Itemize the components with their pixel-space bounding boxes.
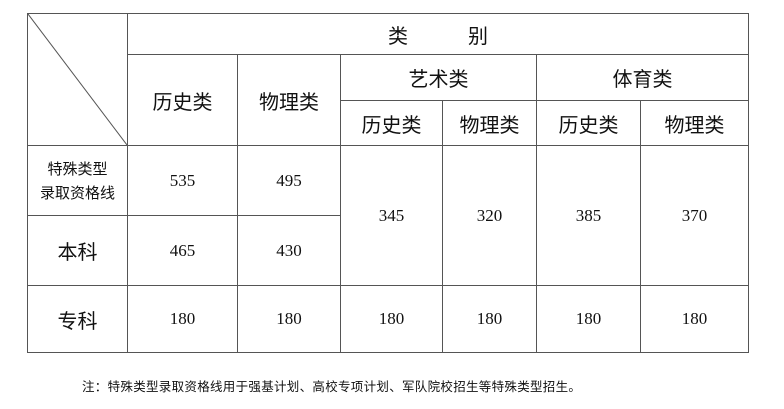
row-label-junior: 专科 (27, 285, 128, 353)
cell: 430 (237, 215, 341, 286)
art-physics-header: 物理类 (442, 100, 537, 146)
corner-cell (27, 13, 128, 146)
sports-physics-header: 物理类 (640, 100, 749, 146)
row-label-special: 特殊类型 录取资格线 (27, 145, 128, 216)
sports-history-header: 历史类 (536, 100, 641, 146)
art-header: 艺术类 (340, 54, 537, 101)
cell: 180 (640, 285, 749, 353)
cell: 370 (640, 145, 749, 286)
footnote: 注：特殊类型录取资格线用于强基计划、高校专项计划、军队院校招生等特殊类型招生。 (82, 379, 582, 394)
cell: 180 (340, 285, 443, 353)
table-row: 特殊类型录取资格线 535 495 345 320 385 370 (27, 145, 749, 286)
cell: 320 (442, 145, 537, 286)
cell: 495 (237, 145, 341, 216)
physics-header: 物理类 (237, 54, 341, 146)
diagonal-line (28, 14, 127, 145)
label-line: 特殊类型 (47, 159, 108, 178)
cell: 465 (127, 215, 238, 286)
score-line-table: 类 别 历史类 物理类 艺术类 体育类 历史类 物理类 历史类 物理类 特殊类型… (27, 13, 749, 353)
table-row: 专科 180 180 180 180 180 180 (27, 285, 749, 353)
cell: 180 (127, 285, 238, 353)
cell: 385 (536, 145, 641, 286)
cell: 535 (127, 145, 238, 216)
category-header: 类 别 (127, 13, 749, 55)
history-header: 历史类 (127, 54, 238, 146)
cell: 180 (237, 285, 341, 353)
label-line: 录取资格线 (39, 183, 115, 202)
cell: 180 (536, 285, 641, 353)
sports-header: 体育类 (536, 54, 749, 101)
cell: 345 (340, 145, 443, 286)
table-row: 本科 465 430 (27, 215, 749, 286)
row-label-undergrad: 本科 (27, 215, 128, 286)
art-history-header: 历史类 (340, 100, 443, 146)
cell: 180 (442, 285, 537, 353)
